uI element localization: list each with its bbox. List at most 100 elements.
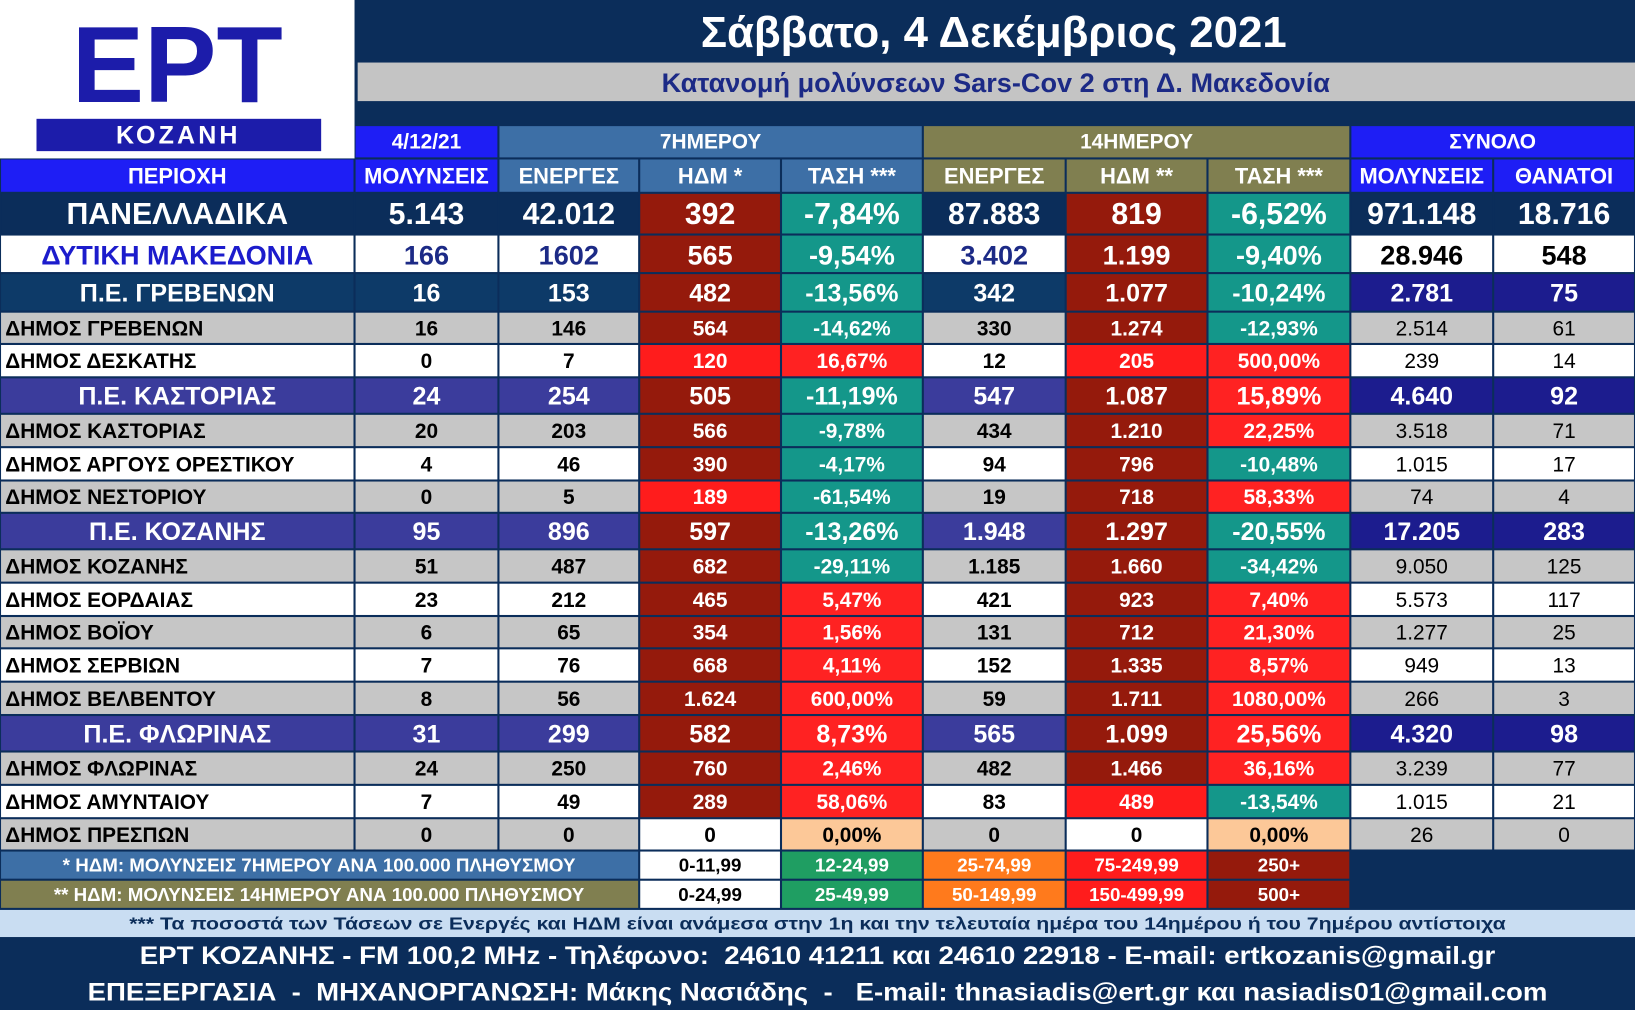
column-header: ΗΔΜ *: [678, 164, 743, 189]
value-cell: [782, 345, 922, 377]
value: 760: [693, 758, 728, 781]
value-cell: [1066, 617, 1207, 648]
value: 153: [548, 279, 590, 307]
value: -61,54%: [813, 486, 891, 509]
value: 4.320: [1390, 720, 1453, 748]
legend-swatch: [923, 880, 1065, 908]
value: 58,06%: [817, 791, 888, 814]
value: -7,84%: [804, 198, 900, 231]
region-cell: [1, 274, 354, 311]
legend-item: 50-149,99: [952, 884, 1036, 905]
value: 166: [404, 239, 449, 270]
value-cell: [1208, 550, 1350, 582]
value-cell: [499, 819, 639, 850]
group-header-cell: [355, 126, 498, 158]
legend-swatch: [1066, 851, 1207, 879]
value: 4.640: [1390, 383, 1453, 411]
value-cell: [499, 682, 639, 714]
value: 0,00%: [1249, 824, 1308, 847]
value-cell: [499, 513, 639, 549]
value-cell: [355, 274, 498, 311]
value: 18.716: [1518, 198, 1610, 231]
value-cell: [1066, 345, 1207, 377]
value: 25,56%: [1236, 720, 1321, 748]
value-cell: [923, 235, 1065, 273]
value-cell: [1351, 682, 1493, 714]
region-cell: [1, 193, 354, 234]
value-cell: [355, 785, 498, 818]
region-cell: [1, 345, 354, 377]
group-header: 7ΗΜΕΡΟΥ: [660, 130, 761, 153]
value-cell: [640, 649, 780, 681]
region-cell: [1, 481, 354, 512]
value-cell: [923, 682, 1065, 714]
value: 283: [1543, 518, 1585, 546]
region-name: Π.Ε. ΦΛΩΡΙΝΑΣ: [83, 720, 271, 748]
value-cell: [1208, 378, 1350, 413]
value-cell: [1066, 274, 1207, 311]
value-cell: [1351, 345, 1493, 377]
footer-line: ΕΠΕΞΕΡΓΑΣΙΑ - ΜΗΧΑΝΟΡΓΑΝΩΣΗ: Μάκης Νασιά…: [88, 978, 1548, 1006]
value: 59: [983, 688, 1006, 711]
value: -13,54%: [1240, 791, 1318, 814]
column-header-cell: [499, 159, 639, 192]
value-cell: [1351, 513, 1493, 549]
value-cell: [1066, 481, 1207, 512]
value: 77: [1552, 758, 1575, 781]
column-header-cell: [923, 159, 1065, 192]
value: 4,11%: [823, 655, 881, 678]
group-header: 4/12/21: [392, 130, 462, 153]
value-cell: [1208, 235, 1350, 273]
value: 392: [685, 198, 735, 231]
value: 94: [983, 453, 1007, 476]
value: 16: [415, 317, 438, 340]
value-cell: [499, 378, 639, 413]
value-cell: [1494, 682, 1634, 714]
value-cell: [782, 235, 922, 273]
value-cell: [1351, 312, 1493, 343]
value-cell: [1066, 193, 1207, 234]
value-cell: [1208, 414, 1350, 447]
value: -12,93%: [1240, 317, 1318, 340]
value-cell: [1208, 583, 1350, 615]
value-cell: [1351, 785, 1493, 818]
value-cell: [640, 752, 780, 784]
value: 120: [693, 350, 728, 373]
value-cell: [923, 819, 1065, 850]
value: 7: [421, 791, 433, 814]
column-header-cell: [640, 159, 780, 192]
value-cell: [1066, 785, 1207, 818]
value: 342: [973, 279, 1015, 307]
value: 58,33%: [1244, 486, 1315, 509]
value: 0: [1131, 824, 1143, 847]
value-cell: [499, 448, 639, 480]
value-cell: [1494, 448, 1634, 480]
column-header: ΜΟΛΥΝΣΕΙΣ: [364, 164, 489, 189]
value-cell: [1208, 345, 1350, 377]
value-cell: [923, 617, 1065, 648]
value: 8: [421, 688, 433, 711]
value-cell: [355, 345, 498, 377]
legend-swatch: [1066, 880, 1207, 908]
column-header: ΠΕΡΙΟΧΗ: [128, 164, 226, 189]
value: 5.143: [389, 198, 465, 231]
value: 0,00%: [822, 824, 881, 847]
value: -4,17%: [819, 453, 885, 476]
value: 1.297: [1105, 518, 1168, 546]
value: 1.660: [1110, 556, 1162, 579]
legend-item: 25-49,99: [815, 884, 889, 905]
value-cell: [1351, 752, 1493, 784]
value: 0: [563, 824, 575, 847]
value: 548: [1541, 239, 1586, 270]
value-cell: [355, 583, 498, 615]
value: 15,89%: [1236, 383, 1321, 411]
column-header-cell: [1, 159, 354, 192]
value: 212: [551, 589, 586, 612]
value: 71: [1552, 420, 1575, 443]
value: 4: [1558, 486, 1570, 509]
legend-label: ** ΗΔΜ: ΜΟΛΥΝΣΕΙΣ 14ΗΜΕΡΟΥ ΑΝΑ 100.000 Π…: [54, 884, 585, 905]
value-cell: [1351, 617, 1493, 648]
value-cell: [499, 716, 639, 751]
column-header: ΤΑΣΗ ***: [808, 164, 897, 189]
